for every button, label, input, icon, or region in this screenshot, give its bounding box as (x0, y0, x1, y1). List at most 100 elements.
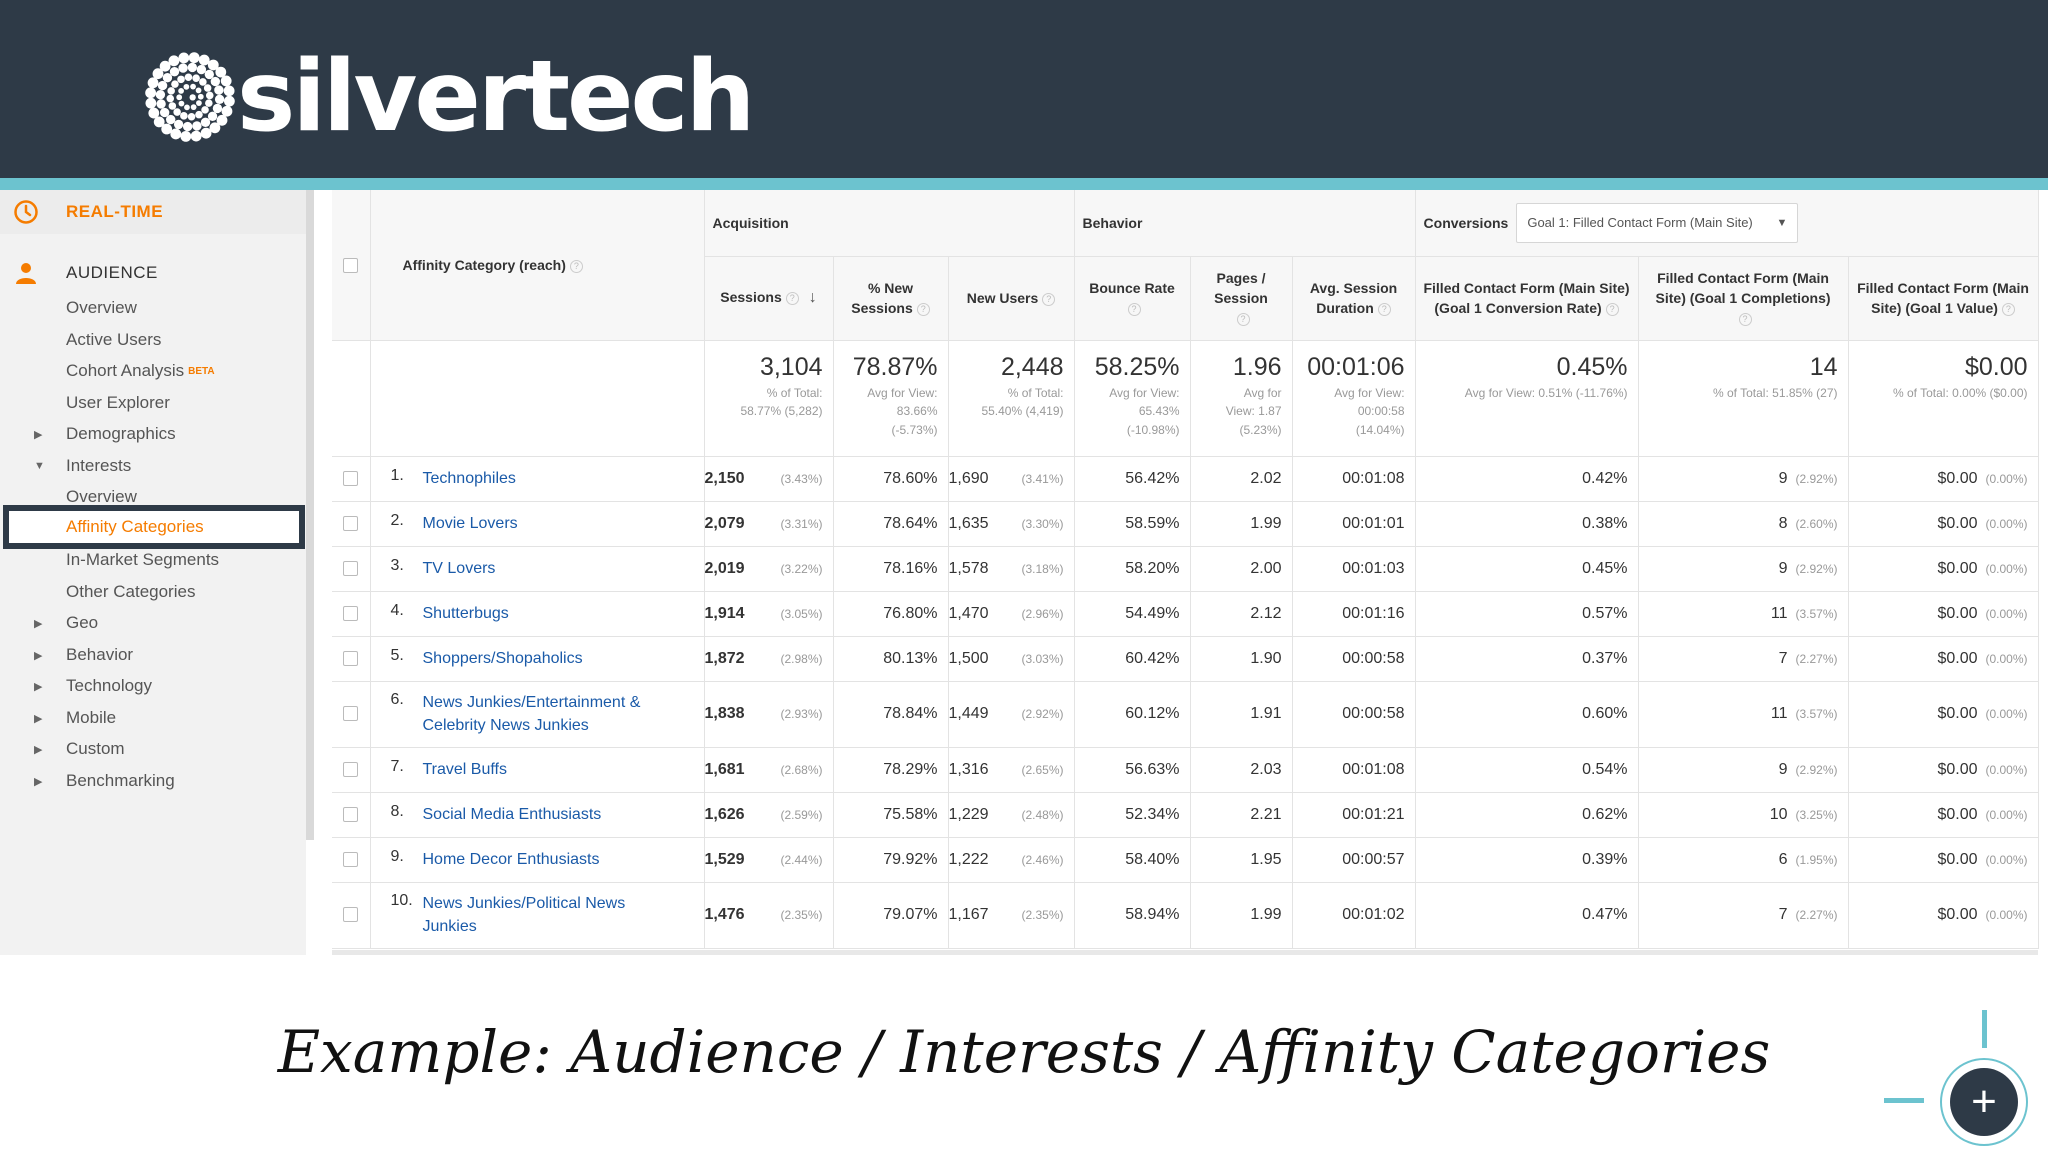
help-icon[interactable]: ? (1042, 292, 1056, 306)
category-link[interactable]: Technophiles (422, 469, 516, 487)
goal-value-percent: (0.00%) (1985, 561, 2028, 576)
category-link[interactable]: TV Lovers (422, 559, 496, 577)
row-checkbox[interactable] (343, 515, 359, 531)
table-row[interactable]: 3. TV Lovers 2,019 (3.22%) 78.16% 1,578 (3.18%… (332, 546, 2039, 592)
sidebar-item-label: AUDIENCE (66, 263, 158, 282)
new-users-percent: (2.46%) (1021, 852, 1064, 867)
help-icon[interactable]: ? (785, 292, 799, 306)
table-row[interactable]: 9. Home Decor Enthusiasts 1,529 (2.44%) 79.9… (332, 837, 2039, 883)
table-row[interactable]: 6. News Junkies/Entertainment & Celebrity… (332, 681, 2039, 748)
sidebar-item-affinity-categories[interactable]: Affinity Categories (3, 505, 305, 549)
category-link[interactable]: Movie Lovers (422, 514, 518, 532)
category-link[interactable]: Social Media Enthusiasts (422, 805, 602, 823)
table-bottom-edge (332, 950, 2038, 955)
row-checkbox[interactable] (343, 761, 359, 777)
row-checkbox[interactable] (343, 907, 359, 923)
sidebar-item-behavior[interactable]: ▶ Behavior (0, 635, 306, 675)
cell-pages-session: 1.91 (1190, 681, 1293, 748)
caret-collapsed-icon[interactable]: ▶ (34, 617, 43, 630)
help-icon[interactable]: ? (916, 302, 930, 316)
table-row[interactable]: 5. Shoppers/Shopaholics 1,872 (2.98%) 80.13%… (332, 636, 2039, 682)
cell-new-sessions: 79.07% (833, 882, 949, 949)
table-row[interactable]: 1. Technophiles 2,150 (3.43%) 78.60% 1,690 (3.… (332, 456, 2039, 502)
caret-collapsed-icon[interactable]: ▶ (34, 775, 43, 788)
caret-collapsed-icon[interactable]: ▶ (34, 680, 43, 693)
category-link[interactable]: Shutterbugs (422, 604, 509, 622)
table-row[interactable]: 4. Shutterbugs 1,914 (3.05%) 76.80% 1,470 (2.9… (332, 591, 2039, 637)
row-checkbox[interactable] (343, 806, 359, 822)
table-row[interactable]: 10. News Junkies/Political News Junkies 1,… (332, 882, 2039, 949)
help-icon[interactable]: ? (1738, 312, 1752, 326)
new-users-percent: (2.48%) (1021, 807, 1064, 822)
category-link[interactable]: Travel Buffs (422, 760, 507, 778)
sessions-percent: (3.05%) (780, 606, 823, 621)
dimension-header[interactable]: Affinity Category (reach)? (370, 190, 705, 341)
category-link[interactable]: Home Decor Enthusiasts (422, 850, 600, 868)
row-checkbox[interactable] (343, 560, 359, 576)
sidebar-item-geo[interactable]: ▶ Geo (0, 603, 306, 643)
sidebar-item-demographics[interactable]: ▶ Demographics (0, 414, 306, 454)
sort-down-arrow-icon[interactable]: ↓ (808, 289, 817, 307)
sidebar-item-cohort-analysis[interactable]: Cohort Analysis BETA (0, 351, 306, 391)
col-header-goal-value[interactable]: Filled Contact Form (Main Site) (Goal 1 V… (1848, 256, 2039, 341)
col-header-completions[interactable]: Filled Contact Form (Main Site) (Goal 1 C… (1638, 256, 1849, 341)
col-header-avg-duration[interactable]: Avg. Session Duration? (1292, 256, 1416, 341)
caret-collapsed-icon[interactable]: ▶ (34, 428, 43, 441)
col-header-sessions[interactable]: Sessions? ↓ (704, 256, 834, 341)
caret-collapsed-icon[interactable]: ▶ (34, 712, 43, 725)
col-header-new-users[interactable]: New Users? (948, 256, 1075, 341)
sidebar-item-benchmarking[interactable]: ▶ Benchmarking (0, 761, 306, 801)
sidebar-item-overview[interactable]: Overview (0, 477, 306, 517)
sidebar-item-user-explorer[interactable]: User Explorer (0, 383, 306, 423)
table-row[interactable]: 7. Travel Buffs 1,681 (2.68%) 78.29% 1,316 (2.… (332, 747, 2039, 793)
sidebar-item-other-categories[interactable]: Other Categories (0, 572, 306, 612)
help-icon[interactable]: ? (1236, 312, 1250, 326)
sidebar-item-overview[interactable]: Overview (0, 288, 306, 328)
goal-value: $0.00 (1937, 469, 1978, 487)
sessions-value: 1,914 (704, 604, 745, 622)
help-icon[interactable]: ? (2001, 302, 2015, 316)
caret-expanded-icon[interactable]: ▼ (34, 460, 45, 472)
cell-new-users: 1,222 (2.46%) (948, 837, 1075, 883)
row-checkbox[interactable] (343, 650, 359, 666)
sidebar-item-mobile[interactable]: ▶ Mobile (0, 698, 306, 738)
sidebar-item-in-market-segments[interactable]: In-Market Segments (0, 540, 306, 580)
goal-selector-dropdown[interactable]: Goal 1: Filled Contact Form (Main Site) … (1516, 202, 1799, 243)
category-link[interactable]: News Junkies/Political News Junkies (422, 894, 626, 935)
completions-value: 9 (1778, 559, 1788, 577)
caret-collapsed-icon[interactable]: ▶ (34, 743, 43, 756)
cell-new-users: 1,690 (3.41%) (948, 456, 1075, 502)
sidebar-scrollbar[interactable] (306, 190, 314, 840)
category-link[interactable]: Shoppers/Shopaholics (422, 649, 583, 667)
row-checkbox[interactable] (343, 470, 359, 486)
select-all-checkbox[interactable] (343, 258, 359, 274)
table-row[interactable]: 2. Movie Lovers 2,079 (3.31%) 78.64% 1,635 (3.… (332, 501, 2039, 547)
sidebar-item-audience[interactable]: AUDIENCE (0, 248, 306, 298)
col-header-bounce-rate[interactable]: Bounce Rate? (1074, 256, 1191, 341)
row-checkbox[interactable] (343, 605, 359, 621)
row-checkbox[interactable] (343, 851, 359, 867)
cell-conversion-rate: 0.60% (1415, 681, 1639, 748)
help-icon[interactable]: ? (1127, 302, 1141, 316)
row-checkbox[interactable] (343, 706, 359, 722)
sidebar-item-custom[interactable]: ▶ Custom (0, 729, 306, 769)
sidebar-item-technology[interactable]: ▶ Technology (0, 666, 306, 706)
sidebar-item-active-users[interactable]: Active Users (0, 320, 306, 360)
help-icon[interactable]: ? (1605, 302, 1619, 316)
col-header-new-sessions[interactable]: % New Sessions? (833, 256, 949, 341)
help-icon[interactable]: ? (1377, 302, 1391, 316)
sidebar-item-realtime[interactable]: REAL-TIME (0, 190, 306, 234)
category-link[interactable]: News Junkies/Entertainment & Celebrity N… (422, 693, 641, 734)
bounce-rate-value: 52.34% (1125, 805, 1180, 823)
col-header-conversion-rate[interactable]: Filled Contact Form (Main Site) (Goal 1 C… (1415, 256, 1639, 341)
help-icon[interactable]: ? (569, 259, 583, 273)
add-button[interactable]: + (1940, 1058, 2028, 1146)
pages-value: 2.03 (1250, 760, 1282, 778)
col-header-pages-session[interactable]: Pages / Session? (1190, 256, 1293, 341)
caret-collapsed-icon[interactable]: ▶ (34, 649, 43, 662)
table-row[interactable]: 8. Social Media Enthusiasts 1,626 (2.59%) 75… (332, 792, 2039, 838)
sidebar-item-interests[interactable]: ▼ Interests (0, 446, 306, 486)
total-subtext: Avg for View: 83.66% (-5.73%) (867, 385, 938, 437)
logo-dot (205, 99, 213, 107)
logo-dot (156, 99, 166, 109)
